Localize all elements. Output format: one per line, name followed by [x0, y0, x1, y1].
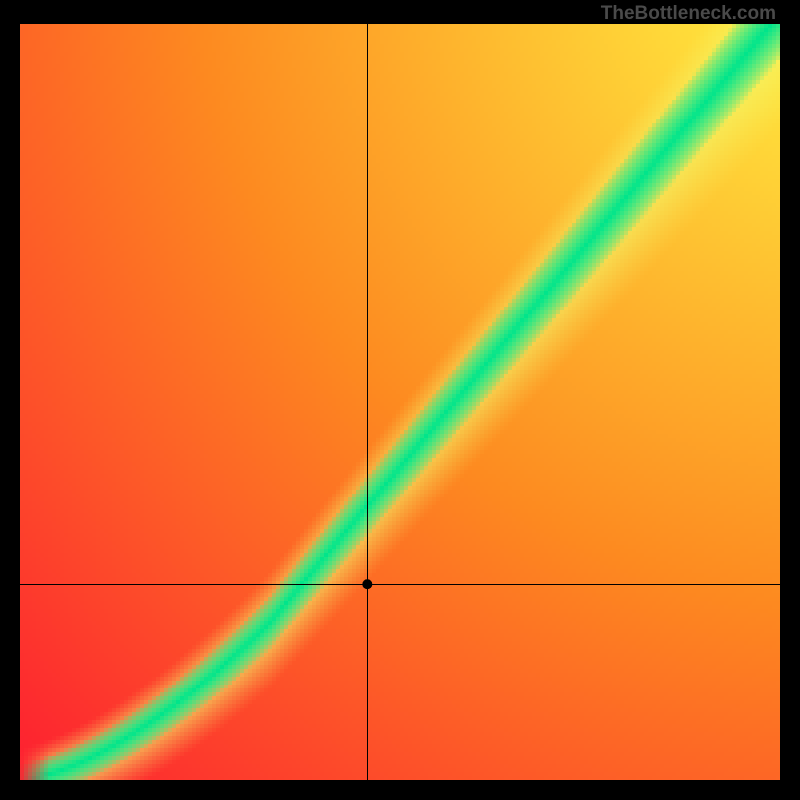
attribution-text: TheBottleneck.com [601, 3, 776, 25]
bottleneck-heatmap [20, 24, 780, 780]
